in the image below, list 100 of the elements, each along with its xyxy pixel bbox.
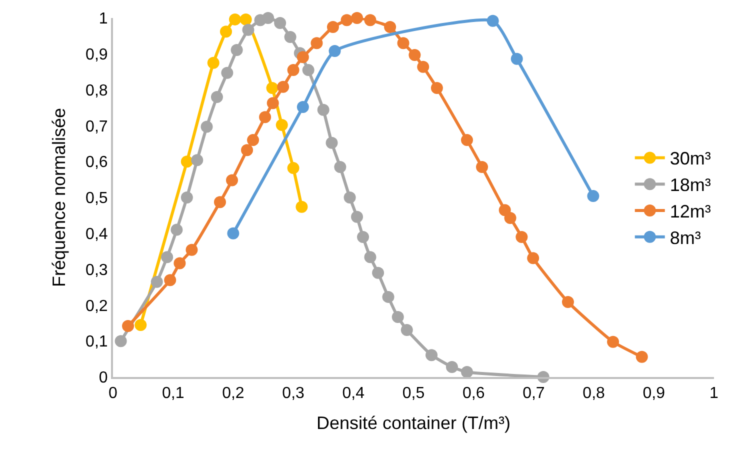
point [262, 12, 274, 24]
point [562, 296, 574, 308]
x-axis-title: Densité container (T/m³) [316, 412, 511, 433]
point [400, 324, 413, 336]
point [161, 251, 174, 264]
point [384, 20, 396, 33]
point [344, 192, 356, 204]
point [277, 80, 290, 93]
point [364, 14, 376, 26]
point [180, 156, 193, 168]
point [476, 160, 488, 173]
point [460, 134, 473, 146]
point [607, 336, 620, 348]
point [408, 48, 421, 61]
point [207, 56, 220, 69]
point [221, 66, 234, 79]
point [357, 230, 370, 243]
point [287, 64, 300, 76]
point [516, 230, 528, 243]
point [226, 174, 238, 186]
x-tick-label: 0,9 [642, 385, 666, 402]
point [504, 212, 516, 224]
point [191, 154, 204, 166]
point [392, 311, 404, 324]
point [446, 360, 458, 373]
x-tick-label: 0,4 [342, 385, 365, 402]
y-tick-label: 0,1 [86, 334, 108, 351]
point [340, 14, 353, 26]
point [174, 257, 186, 270]
x-tick-label: 0,3 [282, 385, 305, 402]
point [296, 200, 308, 213]
point [240, 13, 252, 26]
legend-label: 30m³ [670, 148, 711, 169]
point [334, 160, 346, 173]
x-tick-label: 0,7 [522, 385, 545, 402]
y-tick-label: 0,9 [86, 46, 108, 64]
point [276, 118, 288, 131]
point [227, 227, 240, 240]
legend-label: 8m³ [670, 228, 701, 248]
y-tick-label: 0 [98, 370, 108, 387]
point [364, 251, 376, 264]
point [296, 101, 309, 114]
point [200, 120, 213, 133]
x-tick-label: 1 [710, 385, 719, 402]
point [587, 190, 600, 202]
point [229, 13, 241, 26]
point [134, 318, 147, 331]
point [486, 14, 499, 27]
point [114, 335, 127, 348]
point [170, 224, 183, 236]
point [122, 320, 134, 332]
x-tick-label: 0,6 [462, 385, 485, 402]
point [351, 210, 364, 223]
legend-label: 18m³ [670, 175, 711, 196]
point [259, 111, 272, 124]
point [328, 45, 341, 58]
point [180, 192, 193, 204]
point [351, 12, 364, 24]
point [527, 252, 540, 264]
x-tick-label: 0,5 [402, 385, 425, 402]
point [302, 64, 314, 76]
y-tick-label: 0,3 [86, 262, 108, 279]
point [417, 60, 430, 73]
point [460, 366, 473, 378]
point [186, 244, 198, 256]
point [397, 37, 410, 50]
x-tick-label: 0,1 [162, 385, 184, 402]
y-tick-label: 0,5 [86, 190, 108, 208]
point [230, 44, 243, 56]
point [636, 350, 648, 363]
point [510, 52, 523, 65]
point [326, 20, 339, 33]
point [310, 37, 323, 50]
y-tick-label: 1 [98, 10, 108, 28]
point [382, 290, 394, 303]
y-tick-label: 0,6 [86, 154, 108, 172]
y-tick-label: 0,7 [86, 118, 108, 136]
point [150, 276, 163, 288]
point [241, 144, 254, 156]
point [220, 26, 232, 38]
point [274, 17, 286, 30]
point [426, 349, 438, 362]
point [247, 134, 260, 146]
point [242, 24, 254, 36]
point [266, 97, 279, 110]
legend-label: 12m³ [670, 202, 711, 222]
point [214, 196, 226, 208]
y-tick-label: 0,8 [86, 82, 108, 100]
point [284, 31, 296, 44]
x-tick-label: 0,8 [582, 385, 606, 402]
point [372, 266, 384, 279]
point [326, 136, 338, 149]
y-tick-label: 0,4 [86, 226, 108, 243]
point [296, 51, 309, 64]
y-axis-title: Fréquence normalisée [49, 108, 70, 288]
point [210, 90, 223, 103]
point [430, 82, 443, 94]
y-tick-label: 0,2 [86, 298, 108, 315]
point [287, 162, 300, 174]
point [317, 104, 330, 116]
